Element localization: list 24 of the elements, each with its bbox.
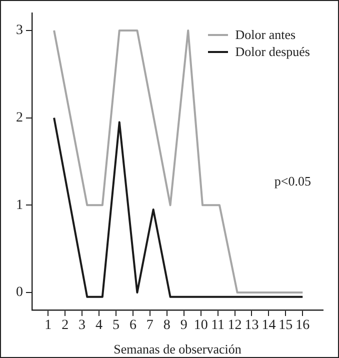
x-tick-label: 16	[296, 318, 310, 334]
x-tick-label: 7	[146, 318, 154, 334]
legend-label: Dolor antes	[235, 26, 296, 43]
x-axis-title: Semanas de observación	[114, 342, 242, 357]
x-tick-label: 2	[62, 318, 69, 334]
x-tick-label: 4	[96, 318, 103, 334]
y-tick-label: 0	[16, 285, 23, 300]
x-tick-label: 15	[278, 318, 293, 334]
x-tick-label: 10	[194, 318, 208, 334]
x-tick-label: 12	[228, 318, 242, 334]
x-tick-label: 1	[44, 318, 52, 334]
x-tick-label: 3	[78, 318, 86, 334]
x-tick-label: 8	[163, 318, 170, 334]
x-tick-label: 9	[180, 318, 188, 334]
x-tick-label: 14	[262, 318, 276, 334]
annotation: p<0.05	[274, 174, 311, 189]
x-tick-label: 13	[244, 318, 259, 334]
legend-label: Dolor después	[235, 43, 310, 60]
x-tick-label: 11	[211, 318, 225, 334]
x-tick-label: 6	[129, 318, 136, 334]
y-tick-label: 2	[16, 110, 23, 126]
y-tick-label: 1	[16, 198, 23, 213]
y-tick-label: 3	[16, 23, 23, 38]
x-tick-label: 5	[112, 318, 120, 334]
